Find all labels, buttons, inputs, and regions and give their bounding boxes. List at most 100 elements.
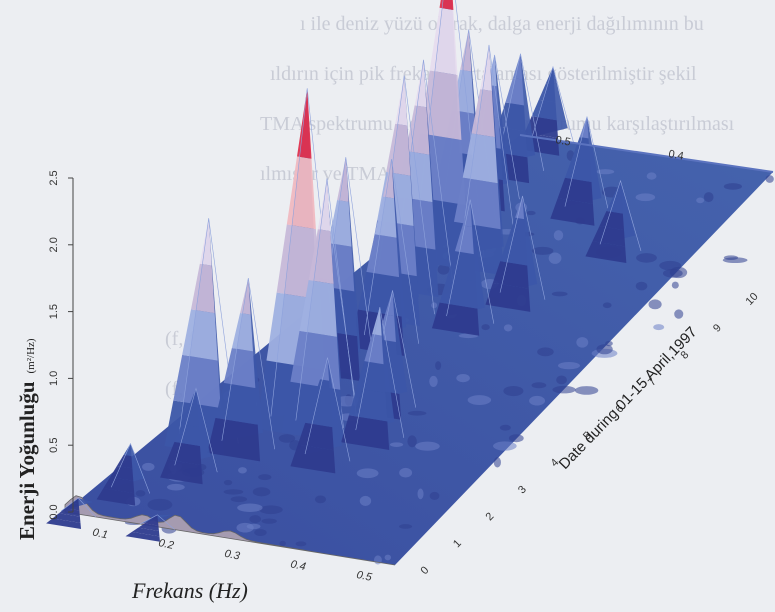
surface-peak-outline <box>496 53 545 172</box>
surface-peak-band <box>297 88 312 159</box>
z-tick-label: 0.0 <box>48 504 60 519</box>
surface-peak-band <box>290 444 336 474</box>
z-tick-label: 0.5 <box>48 438 60 453</box>
floor-blob <box>493 441 517 451</box>
floor-blob <box>636 253 657 263</box>
floor-blob <box>526 210 536 216</box>
surface-peaks <box>46 0 642 542</box>
floor-blob <box>359 495 372 506</box>
z-axis-title-unit: (m²/Hz) <box>25 338 37 373</box>
surface-peak-outline <box>599 179 642 251</box>
surface-peak-outline <box>459 44 519 264</box>
floor-blob <box>259 505 283 515</box>
floor-blob <box>481 324 490 331</box>
surface-peak-band <box>173 354 221 409</box>
surface-peak-outline <box>499 195 546 300</box>
y-tick-label: 2 <box>484 510 497 523</box>
floor-blob <box>648 299 662 310</box>
floor-blob <box>765 175 774 183</box>
floor-blob <box>551 291 568 297</box>
surface-peak-band <box>138 523 159 531</box>
surface-peak-band <box>297 422 334 451</box>
floor-blob <box>223 489 244 495</box>
floor-blob <box>548 252 562 264</box>
floor-blob <box>429 491 440 500</box>
floor-blob <box>417 488 424 500</box>
surface-peak-band <box>557 177 593 204</box>
surface-peak-band <box>497 102 526 132</box>
surface-peak-band <box>572 136 590 161</box>
surface-peak-band <box>199 218 212 266</box>
surface-peak-band <box>485 282 531 312</box>
surface-peak-band <box>167 441 202 466</box>
floor-blob <box>437 264 450 275</box>
floor-blob <box>295 541 307 547</box>
floor-blob <box>499 424 511 431</box>
surface-peak-outline <box>531 65 575 144</box>
surface-peak-band <box>447 251 476 282</box>
x-tick-label: 0.2 <box>157 537 174 552</box>
surface-peak-band <box>454 225 474 255</box>
floor-blob <box>467 395 492 405</box>
surface-peak-band <box>144 519 159 526</box>
floor-blob <box>596 344 613 355</box>
surface-peak-outline <box>174 387 218 473</box>
surface-peak-band <box>405 105 430 155</box>
surface-peak-band <box>71 498 79 505</box>
floor-blob <box>254 529 267 536</box>
floor-blob <box>389 442 404 447</box>
floor-blob <box>456 373 470 383</box>
floor-blob <box>635 281 648 291</box>
floor-blob <box>237 503 263 512</box>
surface-peak-outline <box>446 199 495 324</box>
x-tick-label: 0.4 <box>289 558 306 573</box>
surface-peak-band <box>564 157 592 183</box>
floor-blob <box>135 490 146 497</box>
surface-peak-band <box>507 217 526 243</box>
surface-peak-band <box>305 400 333 428</box>
floor-blob <box>415 441 440 451</box>
floor-blob <box>508 434 524 443</box>
surface-peak-band <box>356 361 386 393</box>
surface-peak-band <box>299 280 337 337</box>
floor-blob <box>373 555 382 565</box>
floor-blob <box>223 479 233 486</box>
floor-blob <box>556 375 567 385</box>
floor-blob <box>147 498 173 511</box>
surface-peak-band <box>317 178 331 232</box>
background-text: ı ile deniz yüzü olarak, dalga enerji da… <box>165 13 735 400</box>
surface-peak-band <box>191 263 215 314</box>
surface-peak-band <box>223 347 256 389</box>
surface-peak-outline <box>364 158 419 344</box>
surface-peak-outline <box>140 514 175 530</box>
floor-blob <box>314 495 327 504</box>
surface-peak-band <box>531 99 557 121</box>
floor-blob <box>384 554 392 561</box>
floor-blob <box>399 467 413 478</box>
floor-blob <box>407 435 417 448</box>
z-axis: 0.0 0.5 1.0 1.5 2.0 2.5 <box>48 170 74 520</box>
floor-blob <box>278 434 296 443</box>
floor-blob <box>429 375 438 388</box>
surface-peak-outline <box>60 497 96 518</box>
y-tick-label: 3 <box>516 484 529 497</box>
surface-peak-band <box>160 459 203 485</box>
floor-blob <box>279 540 286 547</box>
z-tick-label: 1.0 <box>48 371 60 386</box>
surface-peak-band <box>550 198 595 226</box>
surface-peak-band <box>46 518 82 530</box>
surface-peak-band <box>500 239 528 266</box>
floor-blob <box>659 260 682 271</box>
surface-peak-band <box>125 531 160 542</box>
surface-peak-band <box>52 513 81 523</box>
back-x-tick-label: 0.5 <box>554 134 571 148</box>
floor-blob <box>493 457 501 468</box>
floor-blob <box>503 385 524 397</box>
surface-peak-band <box>151 514 158 521</box>
y-tick-label: 0 <box>419 564 432 577</box>
floor-blob <box>399 524 413 529</box>
floor-blob <box>674 309 684 319</box>
back-x-tick-label: 0.4 <box>667 148 684 162</box>
surface-peak-band <box>207 417 261 462</box>
